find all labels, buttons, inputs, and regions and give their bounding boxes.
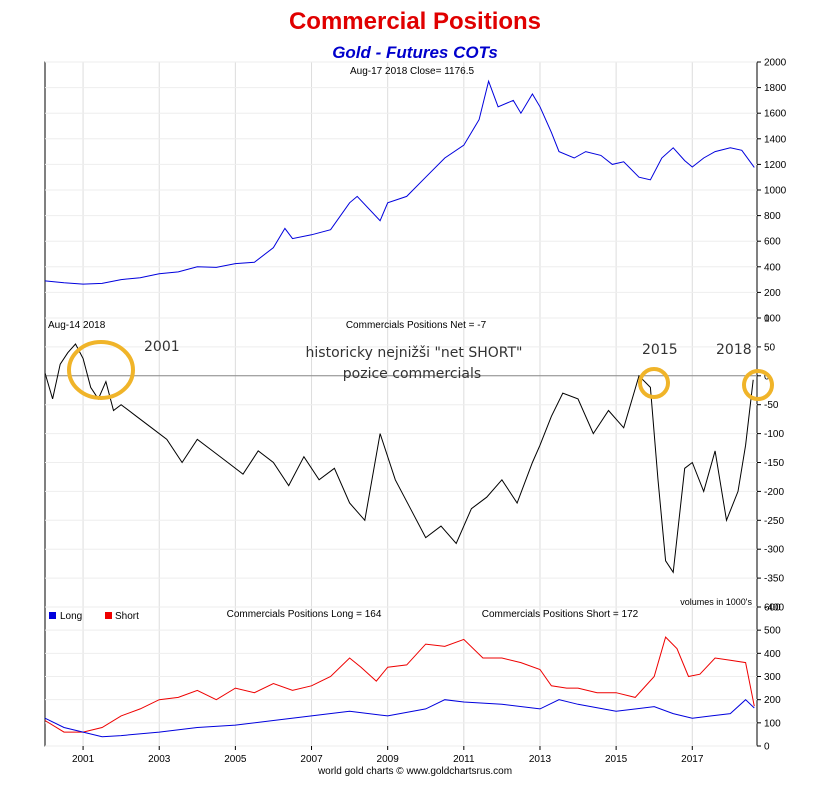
y-tick-label: 1000	[764, 186, 787, 197]
y-tick-label: -50	[764, 400, 779, 411]
y-tick-label: 100	[764, 718, 781, 729]
long-short-y-tick-labels: 0 100 200 300 400 500 600	[757, 603, 781, 753]
y-tick-label: 0	[764, 742, 770, 753]
legend-short-label: Short	[115, 611, 139, 622]
x-tick-label: 2009	[377, 754, 400, 765]
price-panel: 0 200 400 600 800 1000 1200 1400 1600 1800 2000 Au…	[44, 58, 787, 325]
net-header-label: Aug-14 2018	[48, 320, 106, 331]
y-tick-label: 1600	[764, 109, 787, 120]
y-tick-label: 400	[764, 262, 781, 273]
x-tick-label: 2017	[681, 754, 704, 765]
price-gridlines	[45, 61, 757, 319]
highlight-circle-2018	[742, 369, 774, 401]
y-tick-label: 50	[764, 342, 776, 353]
y-tick-label: 1200	[764, 160, 787, 171]
y-tick-label: 2000	[764, 58, 787, 69]
annotation-2001: 2001	[144, 339, 180, 355]
y-tick-label: -400	[764, 603, 784, 614]
y-tick-label: 100	[764, 314, 781, 325]
y-tick-label: -300	[764, 545, 784, 556]
net-gridlines	[45, 317, 757, 608]
highlight-circle-2015	[638, 367, 670, 399]
chart-title: Commercial Positions	[288, 8, 542, 35]
long-series-line	[44, 699, 755, 738]
x-tick-label: 2015	[605, 754, 628, 765]
y-tick-label: 1400	[764, 134, 787, 145]
short-series-value-label: Commercials Positions Short = 172	[482, 609, 639, 620]
y-tick-label: 1800	[764, 83, 787, 94]
annotation-note-line2: pozice commercials	[343, 366, 481, 382]
highlight-circle-2001	[67, 340, 135, 400]
y-tick-label: 800	[764, 211, 781, 222]
y-tick-label: -200	[764, 487, 784, 498]
y-tick-label: -350	[764, 574, 784, 585]
legend-short-swatch	[105, 612, 112, 619]
legend-long-label: Long	[60, 611, 82, 622]
long-series-value-label: Commercials Positions Long = 164	[227, 609, 382, 620]
y-tick-label: -100	[764, 429, 784, 440]
long-short-panel: 0 100 200 300 400 500 600 Long Short Commercia…	[44, 603, 781, 765]
x-tick-label: 2011	[453, 754, 475, 765]
annotation-note-line1: historicky nejnižši "net SHORT"	[306, 345, 523, 361]
price-series-line	[44, 79, 755, 285]
price-header-label: Aug-17 2018 Close= 1176.5	[350, 66, 475, 77]
y-tick-label: 0	[764, 314, 770, 325]
y-tick-label: 200	[764, 288, 781, 299]
annotation-2018: 2018	[716, 342, 752, 358]
net-series-label: Commercials Positions Net = -7	[346, 320, 487, 331]
long-short-gridlines	[45, 606, 757, 747]
y-tick-label: 600	[764, 603, 781, 614]
net-series-line	[44, 343, 754, 574]
legend-long-swatch	[49, 612, 56, 619]
footer-credit: world gold charts © www.goldchartsrus.co…	[317, 766, 513, 777]
net-y-tick-labels: -400 -350 -300 -250 -200 -150 -100 -50 0 50 100	[757, 314, 784, 614]
y-tick-label: 500	[764, 626, 781, 637]
y-tick-label: 200	[764, 695, 781, 706]
y-tick-label: 300	[764, 672, 781, 683]
y-tick-label: 400	[764, 649, 781, 660]
y-tick-label: -150	[764, 458, 784, 469]
x-tick-label: 2003	[148, 754, 171, 765]
net-panel: -400 -350 -300 -250 -200 -150 -100 -50 0 50 100 Au…	[44, 314, 784, 614]
x-tick-labels: 2001 2003 2005 2007 2009 2011 2013 2015 2017	[72, 746, 704, 765]
y-tick-label: -250	[764, 516, 784, 527]
x-tick-label: 2001	[72, 754, 95, 765]
chart-subtitle: Gold - Futures COTs	[332, 43, 498, 62]
x-tick-label: 2013	[529, 754, 552, 765]
annotation-2015: 2015	[642, 342, 678, 358]
y-tick-label: 600	[764, 237, 781, 248]
price-y-tick-labels: 0 200 400 600 800 1000 1200 1400 1600 1800 2000	[757, 58, 787, 325]
short-series-line	[44, 636, 755, 733]
units-note: volumes in 1000's	[680, 597, 752, 607]
x-tick-label: 2007	[300, 754, 323, 765]
x-tick-label: 2005	[224, 754, 247, 765]
